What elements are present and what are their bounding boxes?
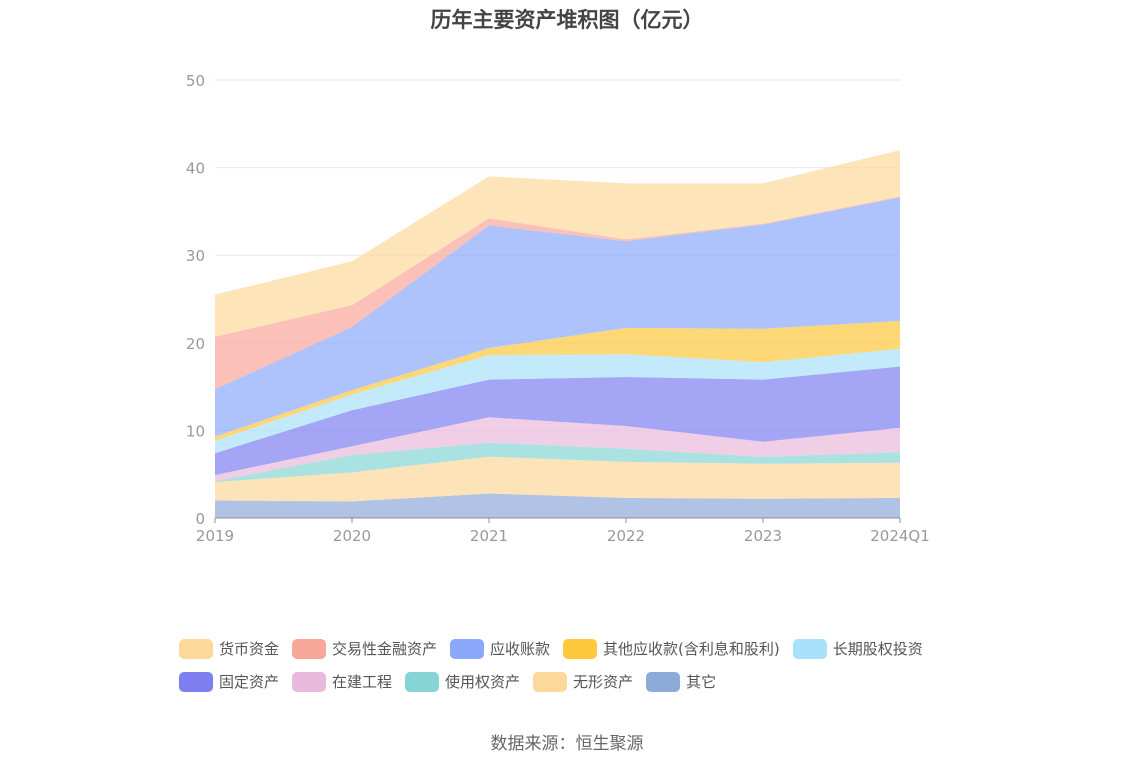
legend-swatch (563, 638, 598, 659)
legend-swatch (533, 671, 568, 692)
legend-swatch (405, 671, 440, 692)
legend-label: 交易性金融资产 (332, 640, 438, 658)
x-tick-label: 2021 (470, 527, 508, 545)
legend-label: 使用权资产 (445, 673, 521, 691)
area-无形资产 (215, 456, 900, 502)
legend-swatch (179, 671, 213, 692)
legend-item[interactable]: 应收账款 (450, 638, 550, 659)
area-固定资产 (215, 366, 900, 476)
legend: 货币资金 交易性金融资产 应收账款 其他应收款(含利息和股利) 长期股权投资 固定资产 在… (179, 632, 999, 698)
area-其它 (215, 493, 900, 518)
y-tick-label: 30 (186, 247, 205, 265)
legend-label: 其它 (686, 673, 717, 691)
legend-label: 长期股权投资 (832, 640, 923, 658)
area-series (215, 150, 900, 518)
y-tick-label: 50 (186, 72, 205, 90)
legend-swatch (179, 638, 213, 659)
x-tick-label: 2024Q1 (870, 527, 930, 545)
legend-label: 货币资金 (219, 640, 280, 658)
legend-item[interactable]: 其他应收款(含利息和股利) (563, 638, 780, 659)
legend-swatch (792, 638, 827, 659)
stacked-area-chart: 0 10 20 30 40 50 2019 2020 2021 2022 2023 2024Q1 (186, 72, 930, 545)
x-tick-label: 2022 (607, 527, 645, 545)
y-tick-label: 40 (186, 160, 205, 178)
legend-row: 货币资金 交易性金融资产 应收账款 其他应收款(含利息和股利) 长期股权投资 (179, 632, 999, 665)
area-其他应收款(含利息和股利) (215, 320, 900, 441)
legend-swatch (292, 671, 327, 692)
legend-item[interactable]: 无形资产 (533, 671, 633, 692)
legend-item[interactable]: 固定资产 (179, 671, 279, 692)
source-note: 数据来源：恒生聚源 (490, 734, 644, 754)
axes: 0 10 20 30 40 50 2019 2020 2021 2022 2023 2024Q1 (186, 72, 930, 545)
y-tick-label: 10 (186, 422, 205, 440)
area-使用权资产 (215, 442, 900, 483)
legend-label: 其他应收款(含利息和股利) (603, 640, 780, 658)
legend-label: 无形资产 (573, 673, 634, 691)
legend-item[interactable]: 在建工程 (292, 671, 392, 692)
area-在建工程 (215, 417, 900, 482)
y-tick-label: 20 (186, 335, 205, 353)
area-货币资金 (215, 150, 900, 337)
legend-item[interactable]: 货币资金 (179, 638, 279, 659)
legend-row: 固定资产 在建工程 使用权资产 无形资产 其它 (179, 665, 999, 698)
area-应收账款 (215, 197, 900, 437)
x-tick-label: 2023 (744, 527, 782, 545)
x-tick-label: 2019 (196, 527, 234, 545)
legend-item[interactable]: 使用权资产 (405, 671, 520, 692)
legend-swatch (646, 671, 681, 692)
x-tick-label: 2020 (333, 527, 371, 545)
legend-item[interactable]: 长期股权投资 (792, 638, 923, 659)
legend-item[interactable]: 交易性金融资产 (292, 638, 437, 659)
legend-item[interactable]: 其它 (646, 671, 716, 692)
y-tick-label: 0 (195, 510, 205, 528)
legend-label: 固定资产 (219, 673, 280, 691)
legend-label: 在建工程 (332, 673, 393, 691)
legend-swatch (450, 638, 485, 659)
legend-swatch (292, 638, 327, 659)
legend-label: 应收账款 (490, 640, 551, 658)
area-长期股权投资 (215, 348, 900, 454)
chart-title: 历年主要资产堆积图（亿元） (430, 8, 704, 32)
